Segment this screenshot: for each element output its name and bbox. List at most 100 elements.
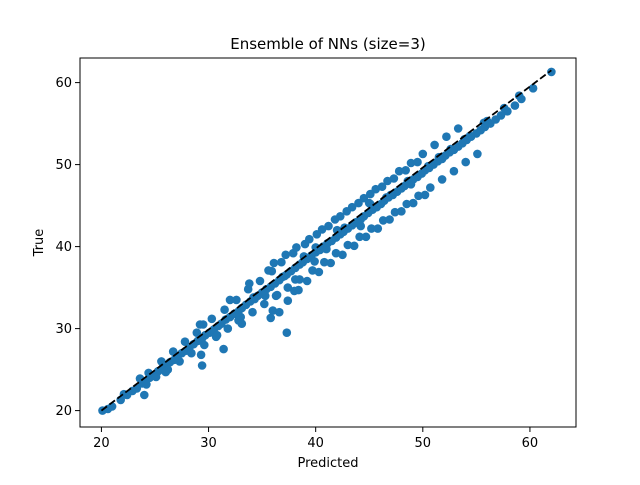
data-point (453, 124, 463, 133)
y-tick-label: 40 (55, 240, 72, 255)
data-point (192, 328, 202, 338)
data-point (151, 372, 161, 382)
data-point (528, 84, 538, 93)
data-point (361, 232, 371, 242)
data-point (220, 305, 229, 315)
y-tick-label: 20 (55, 404, 72, 419)
data-point (305, 234, 314, 244)
data-point (310, 257, 319, 266)
data-point (406, 158, 416, 168)
data-point (349, 241, 359, 251)
data-point (330, 215, 340, 224)
data-point (283, 283, 293, 292)
y-tick-label: 30 (55, 322, 72, 337)
data-point (366, 199, 375, 209)
data-point (510, 101, 520, 110)
x-tick-label: 50 (415, 436, 432, 451)
data-point (355, 232, 364, 242)
data-point (326, 258, 336, 268)
data-point (281, 250, 291, 260)
data-point (245, 279, 254, 288)
data-point (282, 328, 292, 338)
data-point (283, 296, 293, 306)
data-point (496, 111, 506, 120)
data-point (196, 350, 206, 360)
data-point (343, 240, 353, 250)
data-point (420, 190, 430, 200)
y-tick-label: 60 (55, 76, 72, 91)
x-tick-label: 60 (522, 436, 539, 451)
data-point (385, 215, 394, 224)
data-point (219, 344, 228, 354)
data-point (280, 271, 289, 281)
data-point (354, 198, 363, 208)
data-point (261, 291, 270, 301)
data-point (406, 180, 416, 189)
data-point (314, 267, 324, 277)
data-point (144, 368, 153, 378)
data-point (397, 207, 406, 216)
data-point (237, 319, 247, 329)
data-point (423, 161, 433, 171)
data-point (473, 149, 482, 159)
data-point (223, 324, 233, 333)
data-point (390, 207, 400, 217)
data-point (430, 140, 439, 150)
data-point (320, 257, 329, 267)
reference-line-layer (100, 69, 552, 412)
data-point (342, 207, 352, 216)
data-point (157, 357, 166, 366)
data-point (225, 295, 235, 305)
data-point (414, 191, 423, 201)
data-point (268, 306, 278, 315)
data-point (394, 166, 404, 176)
data-point (200, 340, 209, 350)
data-point (434, 152, 444, 162)
data-point (377, 182, 387, 191)
data-point (402, 199, 412, 209)
data-point (294, 285, 303, 295)
data-point (291, 275, 300, 284)
y-axis-label: True (32, 229, 47, 258)
data-point (332, 225, 342, 235)
data-point (232, 295, 241, 305)
data-point (317, 225, 327, 234)
data-point (378, 216, 388, 225)
data-point (161, 367, 170, 377)
data-point (449, 166, 459, 176)
x-axis-label: Predicted (297, 456, 358, 471)
y-tick-label: 50 (55, 158, 72, 173)
chart-title: Ensemble of NNs (size=3) (230, 35, 425, 53)
data-point (353, 218, 362, 228)
data-point (207, 314, 217, 324)
data-point (389, 174, 399, 183)
data-point (322, 244, 331, 254)
x-tick-label: 30 (200, 436, 217, 451)
data-point (408, 198, 418, 208)
data-point (413, 157, 422, 167)
x-axis-ticks: 20 30 40 50 60 (93, 427, 538, 451)
data-point (437, 175, 447, 184)
data-point (255, 276, 265, 286)
data-point (373, 224, 383, 233)
data-point (338, 250, 347, 260)
data-point (446, 144, 456, 154)
data-point (461, 157, 471, 167)
data-point (272, 290, 282, 300)
data-point (197, 361, 207, 370)
data-point (187, 348, 196, 358)
reference-line (100, 69, 552, 412)
data-point (195, 320, 205, 329)
plot-area-frame (79, 57, 577, 428)
data-point (260, 299, 269, 309)
data-point (367, 224, 376, 233)
data-point (266, 313, 276, 323)
data-point (401, 166, 411, 175)
data-point (292, 243, 301, 252)
data-point (269, 258, 279, 268)
data-point (442, 132, 451, 141)
data-point (331, 248, 341, 258)
